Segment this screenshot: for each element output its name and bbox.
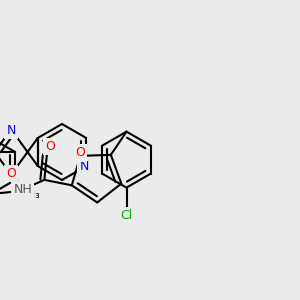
Text: Cl: Cl (120, 209, 133, 222)
Text: N: N (6, 124, 16, 137)
Text: O: O (75, 146, 85, 159)
Text: CH₃: CH₃ (20, 190, 40, 200)
Text: N: N (80, 160, 89, 172)
Text: O: O (6, 167, 16, 180)
Text: NH: NH (14, 183, 32, 196)
Text: O: O (45, 140, 55, 153)
